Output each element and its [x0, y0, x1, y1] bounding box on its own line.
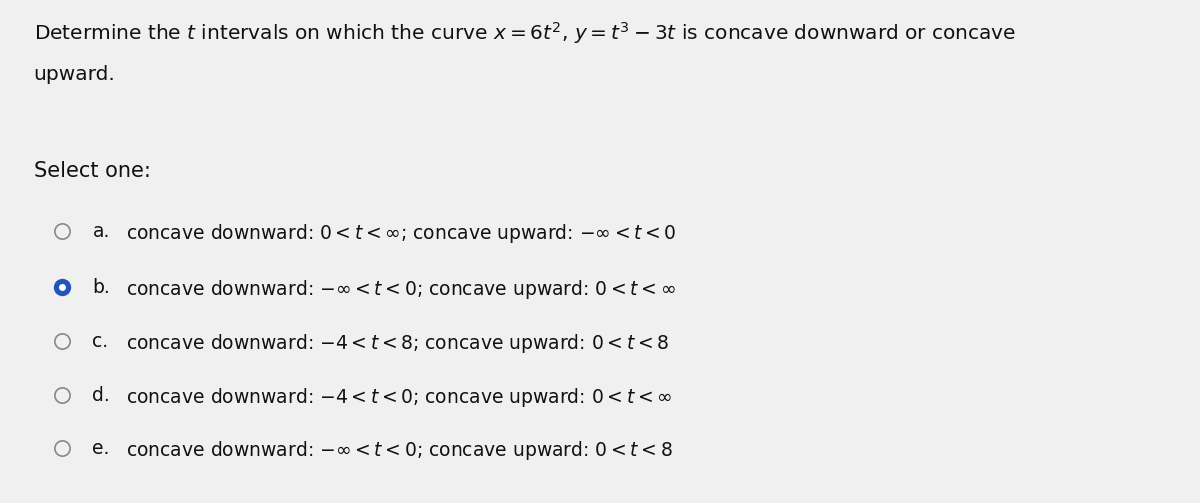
- Text: e.: e.: [92, 439, 109, 458]
- Text: concave downward: $-\infty < t < 0$; concave upward: $0 < t < \infty$: concave downward: $-\infty < t < 0$; con…: [126, 278, 676, 301]
- Text: upward.: upward.: [34, 65, 115, 85]
- Text: Select one:: Select one:: [34, 161, 150, 181]
- Text: a.: a.: [92, 222, 109, 241]
- Text: b.: b.: [92, 278, 110, 297]
- Text: concave downward: $-4 < t < 8$; concave upward: $0 < t < 8$: concave downward: $-4 < t < 8$; concave …: [126, 332, 670, 355]
- Text: concave downward: $0 < t < \infty$; concave upward: $-\infty < t < 0$: concave downward: $0 < t < \infty$; conc…: [126, 222, 677, 245]
- Text: Determine the $t$ intervals on which the curve $x = 6t^2$, $y = t^3 - 3t$ is con: Determine the $t$ intervals on which the…: [34, 20, 1016, 46]
- Text: c.: c.: [92, 332, 108, 351]
- Text: concave downward: $-4 < t < 0$; concave upward: $0 < t < \infty$: concave downward: $-4 < t < 0$; concave …: [126, 386, 672, 409]
- Text: concave downward: $-\infty < t < 0$; concave upward: $0 < t < 8$: concave downward: $-\infty < t < 0$; con…: [126, 439, 673, 462]
- Text: d.: d.: [92, 386, 110, 405]
